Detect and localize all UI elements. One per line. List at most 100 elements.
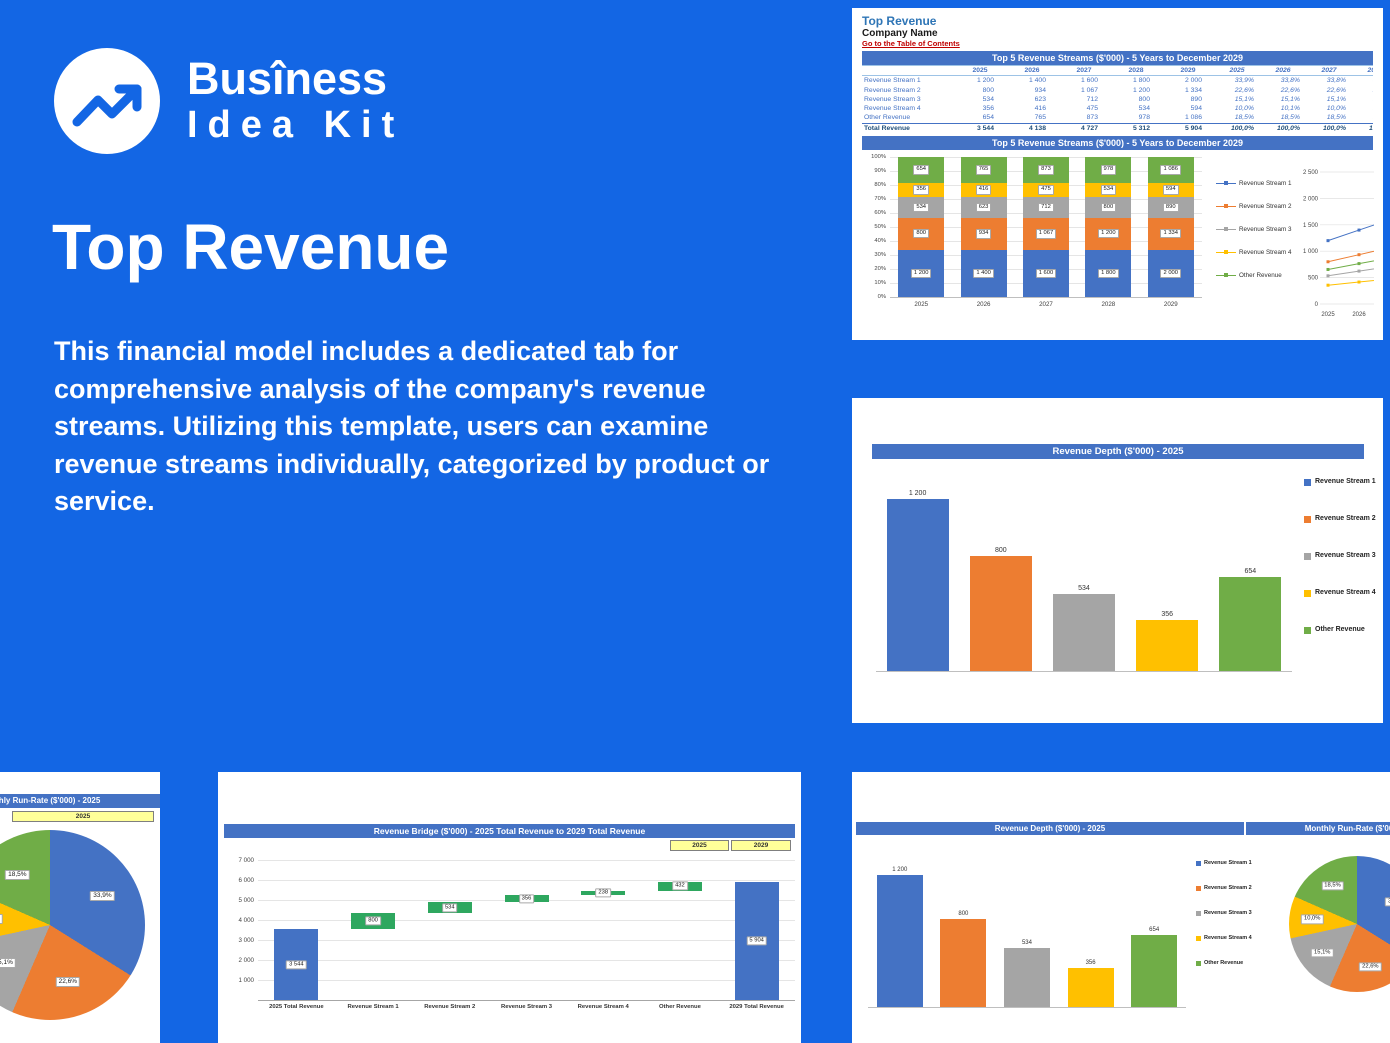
brand-name-line1: Busîness (187, 53, 388, 104)
table-value-cell: 2 000 (1184, 77, 1202, 85)
y-axis-label: 10% (874, 279, 886, 286)
table-value-cell: 594 (1190, 105, 1202, 113)
segment-value-label: 594 (1162, 185, 1179, 195)
segment-value-label: 1 400 (973, 268, 994, 278)
table-value-cell: 475 (1086, 105, 1098, 113)
legend-item: Revenue Stream 2 (1216, 201, 1292, 211)
table-value-cell: 712 (1086, 95, 1098, 103)
table-row-label: Revenue Stream 3 (864, 95, 921, 103)
revenue-bridge-panel: Revenue Bridge ($'000) - 2025 Total Reve… (218, 772, 801, 1043)
gridline (258, 920, 795, 921)
bar (1052, 594, 1115, 671)
legend-line-marker (1216, 226, 1236, 233)
revenue-bridge-title-bar: Revenue Bridge ($'000) - 2025 Total Reve… (224, 824, 795, 838)
bar-segment: 623 (960, 197, 1007, 219)
legend-item: Revenue Stream 4 (1216, 247, 1292, 257)
table-value-cell: 873 (1086, 114, 1098, 122)
pie-slice-label: 10,0% (0, 913, 3, 924)
brand-logo (54, 48, 160, 154)
legend-item: Revenue Stream 2 (1196, 885, 1252, 891)
pie-slice-label: 18,5% (1321, 881, 1344, 891)
end-year-selector[interactable]: 2029 (731, 840, 791, 851)
revenue-depth-title-bar: Revenue Depth ($'000) - 2025 (872, 444, 1364, 459)
legend-item: Revenue Stream 4 (1196, 935, 1252, 941)
y-axis-label: 5 000 (238, 896, 254, 904)
legend-item: Other Revenue (1216, 270, 1292, 280)
table-corner-cell (862, 65, 954, 77)
bar-segment: 534 (1085, 182, 1132, 197)
table-row-label: Revenue Stream 2 (864, 86, 921, 94)
start-year-selector[interactable]: 2025 (670, 840, 729, 851)
brand-wordmark: Busîness Idea Kit (187, 56, 404, 144)
table-total-pct: 100,0% (1260, 122, 1306, 133)
toc-link[interactable]: Go to the Table of Contents (862, 39, 960, 48)
bar (940, 919, 987, 1007)
stacked-bars: 1 200 800 534 356 654 1 400 934 623 416 765 1 600 1… (890, 157, 1202, 298)
legend-swatch (1304, 516, 1311, 523)
legend-swatch (1196, 936, 1201, 941)
table-value-cell: 890 (1190, 95, 1202, 103)
segment-value-label: 765 (975, 165, 992, 175)
hero-description: This financial model includes a dedicate… (54, 336, 770, 517)
gridline (258, 940, 795, 941)
segment-value-label: 978 (1100, 165, 1117, 175)
y-axis-label: 80% (874, 181, 886, 188)
table-pct-cell: 15,1% (1280, 95, 1300, 103)
bar-slot: 534 (1052, 585, 1115, 671)
bar-segment: 800 (1085, 196, 1132, 219)
bar-value-label: 356 (1085, 959, 1096, 966)
legend-marker-square (1224, 181, 1228, 186)
table-pct-cell: 10,0% (1234, 105, 1254, 113)
bar-segment: 1 334 (1147, 218, 1194, 250)
table-year-header: 2028 (1110, 65, 1162, 77)
gridline (258, 960, 795, 961)
legend-line-marker (1216, 249, 1236, 256)
bar-slot: 356 (1067, 959, 1114, 1007)
table-pct-year-header: 2026 (1260, 65, 1306, 77)
revenue-depth-bar-chart: 1 200 800 534 356 654 (876, 478, 1292, 672)
bar-segment: 1 400 (960, 249, 1007, 298)
segment-value-label: 1 200 (910, 268, 932, 278)
table-year-header: 2029 (1162, 65, 1214, 77)
bar-slot: 654 (1131, 927, 1178, 1007)
bar-segment: 765 (960, 157, 1007, 183)
table-value-cell: 534 (1138, 105, 1150, 113)
legend-label: Revenue Stream 4 (1239, 248, 1292, 256)
pie-slice-label: 22,6% (1359, 962, 1382, 972)
table-value-cell: 416 (1034, 105, 1046, 113)
company-name: Company Name (862, 28, 938, 39)
bar-segment: 978 (1085, 157, 1132, 183)
sheet-title: Top Revenue (862, 14, 937, 28)
legend-swatch (1304, 590, 1311, 597)
legend-swatch (1304, 553, 1311, 560)
table-pct-cell: 18,5% (1234, 114, 1254, 122)
table-total-value: 4 727 (1058, 122, 1110, 133)
legend-label: Revenue Stream 2 (1239, 202, 1292, 210)
table-total-value: 4 138 (1006, 122, 1058, 133)
table-value-cell: 623 (1034, 95, 1046, 103)
table-value-cell: 800 (1138, 95, 1150, 103)
table-pct-cell: 22,6% (1326, 86, 1346, 94)
table-pct-cell: 18,5% (1352, 113, 1374, 122)
table-pct-cell: 15,1% (1234, 95, 1254, 103)
legend-label: Revenue Stream 4 (1315, 589, 1376, 596)
segment-value-label: 416 (975, 185, 992, 195)
pie-slice-label: 15,1% (1311, 947, 1334, 958)
x-axis-label: 2029 Total Revenue (729, 1004, 784, 1010)
series-legend: Revenue Stream 1 Revenue Stream 2 Revenue … (1216, 178, 1292, 293)
table-pct-cell: 10,1% (1280, 105, 1300, 113)
table-pct-cell: 18,5% (1326, 114, 1346, 122)
legend-item: Revenue Stream 1 (1196, 860, 1252, 866)
bar (1067, 967, 1114, 1007)
year-selector-cell[interactable]: 2025 (12, 811, 154, 822)
bar-segment: 1 200 (1085, 218, 1132, 250)
table-total-value: 3 544 (954, 122, 1006, 133)
table-value-cell: 934 (1034, 86, 1046, 94)
revenue-depth-panel: Revenue Depth ($'000) - 2025 1 200 800 534… (852, 398, 1383, 723)
x-axis-label: 2025 Total Revenue (269, 1004, 324, 1010)
gridline (890, 297, 1202, 299)
stacked-chart-area: 0% 10% 20% 30% 40% 50% 60% 70% 80% 90% 100% 1 200 80… (862, 152, 1383, 324)
table-value-cell: 1 086 (1184, 114, 1202, 122)
run-rate-title-bar: Monthly Run-Rate ($'000) - 2025 (0, 794, 160, 808)
